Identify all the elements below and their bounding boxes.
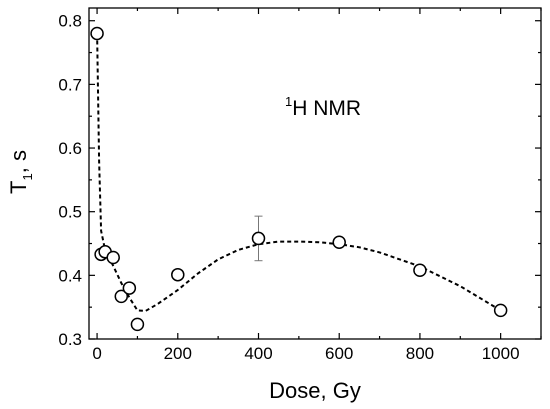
axis-ticks [89,8,542,340]
y-axis-title: T1, s [6,150,35,194]
data-point [251,231,266,246]
y-tick-label: 0.7 [58,75,82,94]
x-tick-label: 400 [244,344,272,363]
x-tick-label: 200 [164,344,192,363]
data-point [114,289,129,304]
data-point [493,303,508,318]
data-point [413,263,427,278]
trend-line [96,33,502,313]
data-points [90,26,508,332]
x-tick-label: 600 [325,344,353,363]
data-point [332,235,346,249]
annotation-label: 1H NMR [285,94,361,120]
x-tick-label: 800 [406,344,434,363]
x-tick-label: 1000 [482,344,520,363]
svg-text:T1, s: T1, s [6,150,35,194]
x-axis-title: Dose, Gy [269,378,361,403]
x-tick-label: 0 [92,344,101,363]
plot-frame [88,7,542,340]
y-tick-label: 0.3 [58,330,82,349]
tick-labels: 0 200 400 600 800 1000 0.3 0.4 0.5 0.6 0.7 0.8 [58,12,519,363]
data-point [122,281,137,295]
data-point [130,317,145,332]
y-tick-label: 0.5 [58,203,82,222]
y-tick-label: 0.6 [58,139,82,158]
y-tick-label: 0.4 [58,266,82,285]
data-point [90,26,104,41]
y-tick-label: 0.8 [58,12,82,31]
data-point [106,250,120,265]
data-point [171,267,185,282]
